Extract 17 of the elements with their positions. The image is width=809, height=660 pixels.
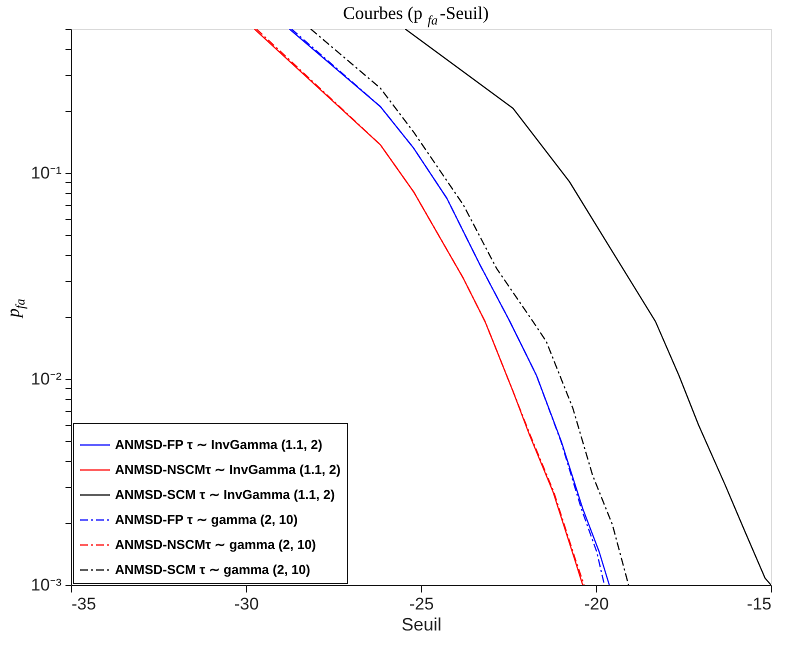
legend-label: ANMSD-NSCMτ ∼ InvGamma (1.1, 2) [115,462,341,477]
x-axis-title: Seuil [401,614,442,634]
legend-label: ANMSD-FP τ ∼ gamma (2, 10) [115,512,298,527]
y-tick-label: 10⁻¹ [30,163,62,182]
x-tick-label: -15 [746,594,772,614]
y-axis-title: pfa [3,298,28,320]
legend-label: ANMSD-FP τ ∼ InvGamma (1.1, 2) [115,437,322,452]
y-tick-label: 10⁻² [30,369,62,388]
legend-label: ANMSD-NSCMτ ∼ gamma (2, 10) [115,537,316,552]
x-tick-label: -35 [72,594,96,614]
x-tick-label: -30 [234,594,259,614]
y-tick-label: 10⁻³ [30,576,62,594]
line-series [404,29,771,585]
x-tick-label: -25 [409,594,434,614]
legend-label: ANMSD-SCM τ ∼ gamma (2, 10) [115,562,310,577]
x-tick-label: -20 [584,594,609,614]
legend-label: ANMSD-SCM τ ∼ InvGamma (1.1, 2) [115,487,335,502]
